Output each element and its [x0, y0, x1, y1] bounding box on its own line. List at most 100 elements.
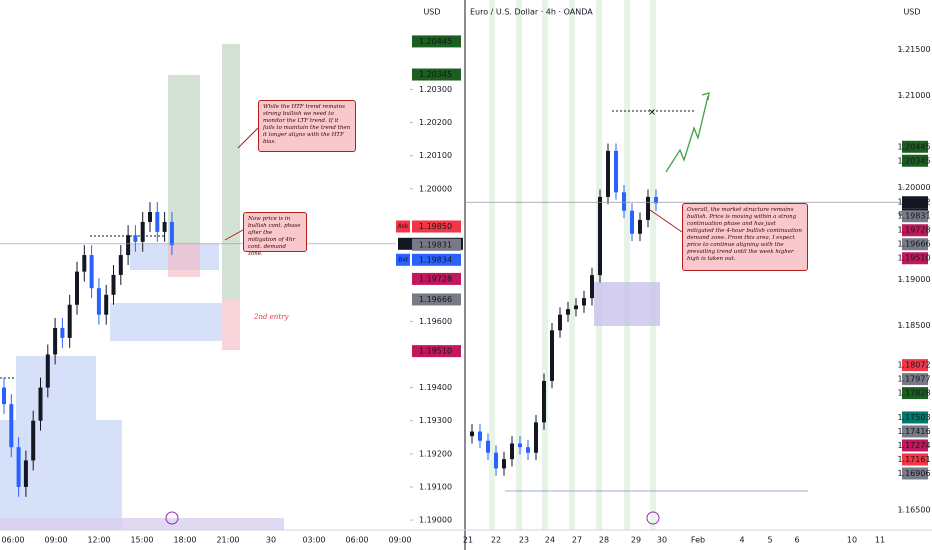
candle-body [494, 452, 498, 469]
candle-body [38, 387, 43, 421]
demand-zone [110, 303, 222, 341]
y-tick-label: 1.19600 [419, 317, 452, 326]
price-tag [902, 196, 928, 209]
y-tick-label: 1.19000 [897, 275, 930, 284]
price-tag-label: 1.16906 [897, 469, 930, 478]
x-tick-label: 15:00 [130, 536, 153, 545]
x-tick-label: 21:00 [216, 536, 239, 545]
candle-body [82, 255, 87, 272]
price-tag-label: 1.20345 [419, 70, 452, 79]
price-tag-label: 1.17828 [897, 389, 930, 398]
zone [0, 518, 284, 530]
price-tag [902, 387, 928, 400]
candle-body [155, 212, 160, 232]
chart-title: Euro / U.S. Dollar · 4h · OANDA [470, 8, 593, 17]
event-icon[interactable] [646, 511, 660, 525]
x-tick-label: 22 [491, 536, 501, 545]
demand-zone [594, 282, 660, 326]
candle-body [31, 420, 36, 461]
price-tag [412, 253, 461, 266]
price-tag [412, 272, 461, 285]
candle-body [582, 298, 586, 306]
price-tag-label: 1.19666 [897, 240, 930, 249]
x-tick-label: 23 [519, 536, 529, 545]
price-tag [902, 224, 928, 237]
x-tick-label: 12:00 [87, 536, 110, 545]
event-icon[interactable] [165, 511, 179, 525]
candle-body [550, 330, 554, 381]
candle-body [126, 235, 131, 256]
price-tag-name-bg [396, 220, 410, 233]
axis-unit: USD [423, 8, 440, 17]
y-tick-label: 1.21000 [897, 91, 930, 100]
price-tag [902, 373, 928, 386]
candle-body [654, 196, 658, 204]
y-tick-label: 1.21500 [897, 45, 930, 54]
y-tick-label: 1.20300 [419, 85, 452, 94]
arrowhead [701, 92, 710, 101]
candle-body [558, 314, 562, 331]
x-tick-label: Feb [691, 536, 705, 545]
x-tick-label: 21 [463, 536, 473, 545]
candle-body [542, 380, 546, 423]
y-tick-label: 1.20000 [419, 184, 452, 193]
x-tick-label: 11 [875, 536, 885, 545]
price-tag-label: 1.19831 [897, 212, 930, 221]
x-tick-label: 30 [266, 536, 276, 545]
price-tag-label: 1.20445 [419, 37, 452, 46]
x-tick-label: 18:00 [173, 536, 196, 545]
candle-body [638, 219, 642, 234]
annotation: 2nd entry [254, 313, 289, 321]
candle-body [148, 212, 152, 222]
x-tick-label: 10 [847, 536, 857, 545]
price-tag-label: 1.19510 [897, 254, 930, 263]
candle-body [89, 255, 94, 289]
price-tag-label: 1.17274 [897, 441, 930, 450]
candle-body [9, 404, 14, 448]
candle-body [630, 210, 634, 234]
price-tag [902, 210, 928, 223]
candle-body [67, 304, 72, 338]
price-tag [412, 238, 461, 251]
price-tag [412, 35, 461, 48]
price-tag [902, 154, 928, 167]
y-tick-label: 1.19400 [419, 383, 452, 392]
price-tag [902, 439, 928, 452]
candle-body [646, 196, 650, 220]
y-tick-label: 1.16500 [897, 505, 930, 514]
x-tick-label: 24 [545, 536, 555, 545]
x-tick-label: 06:00 [1, 536, 24, 545]
price-tag-label: 1.19728 [419, 274, 452, 283]
candle-body [104, 294, 109, 315]
price-tag [902, 411, 928, 424]
candle-body [96, 288, 101, 315]
candle-body [518, 443, 522, 448]
candle-body [598, 196, 602, 276]
y-tick-label: 1.18500 [897, 321, 930, 330]
candle-body [478, 431, 482, 441]
x-tick-label: 09:00 [388, 536, 411, 545]
price-tag-label: 1.19728 [897, 226, 930, 235]
price-tag [902, 359, 928, 372]
callout-pointer [224, 229, 244, 241]
target-zone [168, 75, 200, 243]
y-tick-label: 1.19100 [419, 482, 452, 491]
annotation: While the HTF trend remains strong bulli… [258, 100, 356, 152]
candle-body [574, 305, 578, 310]
price-tag [902, 425, 928, 438]
candle-body [140, 221, 145, 242]
candle-body [526, 447, 530, 453]
price-tag-label: 1.19834 [419, 255, 452, 264]
annotation: Now price is in bullish cont. phase afte… [243, 212, 307, 257]
y-tick-label: 1.19200 [419, 449, 452, 458]
candle-body [606, 150, 610, 197]
annotation: Overall, the market structure remains bu… [682, 203, 808, 271]
candle-body [111, 274, 116, 295]
candle-body [590, 275, 594, 299]
x-tick-label: 5 [767, 536, 772, 545]
candle-body [16, 447, 21, 487]
x-tick-label: 03:00 [302, 536, 325, 545]
demand-zone [16, 356, 96, 420]
candle-body [470, 431, 474, 437]
